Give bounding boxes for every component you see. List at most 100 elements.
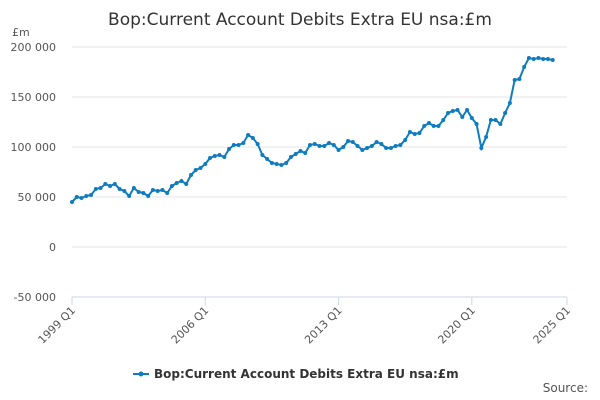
- data-point: [284, 161, 289, 165]
- data-point: [174, 181, 179, 185]
- data-point: [550, 58, 555, 62]
- data-point: [469, 116, 474, 120]
- source: Source:: [543, 381, 588, 395]
- x-tick-label: 1999 Q1: [36, 304, 79, 347]
- x-tick-label: 2025 Q1: [531, 304, 574, 347]
- data-point: [446, 111, 451, 115]
- data-point: [184, 182, 189, 186]
- data-point: [89, 193, 94, 197]
- data-point: [155, 189, 160, 193]
- x-tick-label: 2006 Q1: [169, 304, 212, 347]
- data-point: [379, 142, 384, 146]
- data-point: [450, 109, 455, 113]
- y-tick-label: 50 000: [18, 191, 57, 204]
- data-point: [526, 56, 531, 60]
- data-point: [417, 131, 422, 135]
- data-point: [403, 138, 408, 142]
- data-point: [222, 155, 227, 159]
- data-point: [307, 143, 312, 147]
- data-point: [136, 190, 141, 194]
- x-tick-label: 2013 Q1: [302, 304, 345, 347]
- data-point: [460, 115, 465, 119]
- data-point: [341, 145, 346, 149]
- data-point: [441, 118, 446, 122]
- data-point: [246, 133, 251, 137]
- data-point: [279, 163, 284, 167]
- data-point: [212, 154, 217, 158]
- data-point: [269, 161, 274, 165]
- y-tick-label: 150 000: [11, 91, 57, 104]
- y-tick-label: 100 000: [11, 141, 57, 154]
- data-point: [374, 140, 379, 144]
- data-point: [188, 173, 193, 177]
- data-point: [331, 143, 336, 147]
- data-point: [312, 142, 317, 146]
- data-point: [165, 191, 170, 195]
- legend-label: Bop:Current Account Debits Extra EU nsa:…: [154, 367, 459, 381]
- data-point: [484, 135, 489, 139]
- data-point: [498, 122, 503, 126]
- data-point: [169, 184, 174, 188]
- data-point: [255, 142, 260, 146]
- data-point: [274, 162, 279, 166]
- data-point: [493, 118, 498, 122]
- data-point: [198, 166, 203, 170]
- data-point: [365, 146, 370, 150]
- series-line: [71, 56, 553, 203]
- data-point: [122, 189, 127, 193]
- data-point: [474, 122, 479, 126]
- data-point: [74, 195, 79, 199]
- data-point: [426, 121, 431, 125]
- data-point: [322, 144, 327, 148]
- y-tick-label: -50 000: [14, 291, 56, 304]
- data-point: [336, 148, 341, 152]
- data-point: [231, 143, 236, 147]
- data-point: [384, 146, 389, 150]
- data-point: [465, 108, 470, 112]
- data-point: [545, 57, 550, 61]
- data-point: [393, 144, 398, 148]
- data-point: [265, 157, 270, 161]
- data-point: [293, 152, 298, 156]
- data-point: [250, 136, 255, 140]
- data-point: [93, 187, 98, 191]
- data-point: [141, 191, 146, 195]
- data-point: [146, 194, 151, 198]
- data-point: [388, 146, 393, 150]
- data-point: [227, 147, 232, 151]
- data-point: [398, 143, 403, 147]
- data-point: [108, 184, 113, 188]
- data-point: [298, 149, 303, 153]
- y-tick-label: 200 000: [11, 41, 57, 54]
- data-point: [422, 124, 427, 128]
- data-point: [112, 182, 117, 186]
- data-point: [260, 153, 265, 157]
- data-point: [536, 56, 541, 60]
- data-point: [355, 144, 360, 148]
- data-point: [360, 148, 365, 152]
- y-axis-label: £m: [12, 26, 30, 39]
- x-tick-label: 2020 Q1: [435, 304, 478, 347]
- data-point: [369, 144, 374, 148]
- data-point: [517, 77, 522, 81]
- data-point: [512, 78, 517, 82]
- data-point: [236, 143, 241, 147]
- data-point: [150, 188, 155, 192]
- data-point: [241, 141, 246, 145]
- data-point: [407, 130, 412, 134]
- data-point: [117, 187, 122, 191]
- data-point: [70, 200, 74, 204]
- data-point: [522, 65, 527, 69]
- data-point: [507, 101, 512, 105]
- data-point: [98, 186, 103, 190]
- data-point: [479, 146, 484, 150]
- data-point: [193, 168, 198, 172]
- y-tick-label: 0: [49, 241, 56, 254]
- legend-marker: [138, 371, 144, 377]
- data-point: [412, 132, 417, 136]
- data-point: [131, 186, 136, 190]
- data-point: [541, 57, 546, 61]
- data-point: [503, 111, 508, 115]
- data-point: [431, 124, 436, 128]
